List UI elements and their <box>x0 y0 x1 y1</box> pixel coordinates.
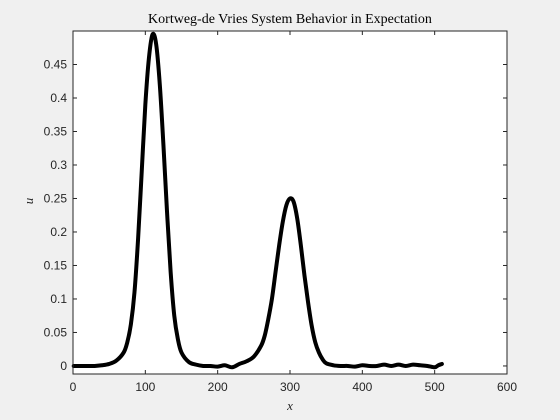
x-tick-label: 600 <box>497 380 517 394</box>
x-tick-label: 200 <box>208 380 228 394</box>
y-tick-label: 0.05 <box>44 325 68 339</box>
x-tick-label: 400 <box>352 380 372 394</box>
axes-box <box>72 30 508 375</box>
x-tick-label: 300 <box>280 380 300 394</box>
x-tick-label: 500 <box>425 380 445 394</box>
y-tick-label: 0.4 <box>50 91 67 105</box>
y-tick-label: 0.2 <box>50 225 67 239</box>
y-axis-label: u <box>21 197 36 204</box>
y-tick-label: 0 <box>60 359 67 373</box>
series-line <box>71 31 444 370</box>
y-tick-label: 0.15 <box>44 258 68 272</box>
x-axis-label: x <box>286 398 293 413</box>
x-tick-label: 0 <box>70 380 77 394</box>
y-tick-label: 0.1 <box>50 292 67 306</box>
y-tick-label: 0.25 <box>44 191 68 205</box>
y-tick-label: 0.3 <box>50 158 67 172</box>
y-tick-label: 0.45 <box>44 57 68 71</box>
chart-title: Kortweg-de Vries System Behavior in Expe… <box>148 12 432 27</box>
x-tick-label: 100 <box>135 380 155 394</box>
y-tick-label: 0.35 <box>44 124 68 138</box>
x-axis-ticks: 0 100 200 300 400 500 600 <box>70 31 517 394</box>
y-axis-ticks: 0 0.05 0.1 0.15 0.2 0.25 0.3 0.35 0.4 0.45 <box>44 57 507 373</box>
